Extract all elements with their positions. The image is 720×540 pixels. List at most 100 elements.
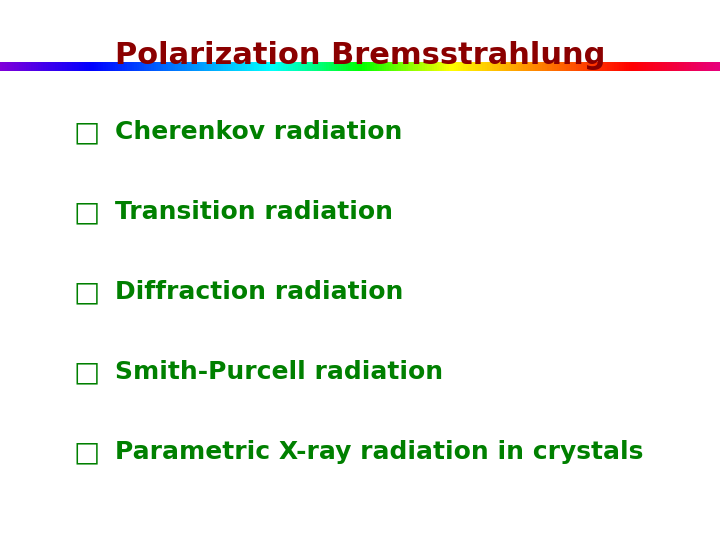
Bar [706,62,708,71]
Bar [31,62,35,71]
Bar [401,62,404,71]
Bar [423,62,426,71]
Bar [331,62,334,71]
Bar [696,62,699,71]
Bar [187,62,190,71]
Bar [415,62,418,71]
Text: □: □ [73,358,99,386]
Bar [521,62,524,71]
Bar [14,62,17,71]
Bar [12,62,15,71]
Bar [626,62,629,71]
Bar [574,62,577,71]
Text: Parametric X-ray radiation in crystals: Parametric X-ray radiation in crystals [115,440,644,464]
Bar [646,62,649,71]
Bar [648,62,651,71]
Text: Smith-Purcell radiation: Smith-Purcell radiation [115,360,444,384]
Bar [497,62,500,71]
Bar [513,62,517,71]
Bar [634,62,636,71]
Bar [552,62,555,71]
Bar [293,62,296,71]
Bar [518,62,521,71]
Bar [115,62,118,71]
Bar [598,62,600,71]
Bar [571,62,575,71]
Bar [655,62,658,71]
Bar [557,62,560,71]
Bar [689,62,692,71]
Bar [540,62,543,71]
Bar [317,62,320,71]
Bar [218,62,222,71]
Bar [562,62,564,71]
Bar [495,62,498,71]
Bar [158,62,161,71]
Bar [528,62,531,71]
Bar [279,62,282,71]
Bar [456,62,459,71]
Bar [223,62,226,71]
Bar [504,62,507,71]
Bar [454,62,456,71]
Bar [677,62,680,71]
Bar [396,62,399,71]
Bar [305,62,308,71]
Bar [288,62,291,71]
Bar [355,62,359,71]
Bar [79,62,82,71]
Bar [173,62,176,71]
Bar [70,62,73,71]
Bar [120,62,123,71]
Bar [492,62,495,71]
Bar [125,62,128,71]
Bar [211,62,215,71]
Bar [675,62,678,71]
Bar [607,62,611,71]
Bar [405,62,409,71]
Bar [261,62,265,71]
Bar [252,62,255,71]
Bar [348,62,351,71]
Bar [58,62,60,71]
Bar [360,62,363,71]
Bar [703,62,706,71]
Bar [490,62,492,71]
Bar [567,62,570,71]
Bar [225,62,229,71]
Bar [351,62,354,71]
Bar [439,62,442,71]
Bar [322,62,325,71]
Bar [614,62,618,71]
Bar [113,62,116,71]
Bar [333,62,337,71]
Bar [307,62,310,71]
Bar [233,62,236,71]
Bar [698,62,701,71]
Bar [117,62,121,71]
Bar [91,62,94,71]
Bar [27,62,30,71]
Bar [312,62,315,71]
Bar [283,62,287,71]
Bar [7,62,10,71]
Bar [682,62,685,71]
Bar [617,62,620,71]
Text: Transition radiation: Transition radiation [115,200,393,224]
Bar [101,62,104,71]
Bar [247,62,251,71]
Bar [60,62,63,71]
Bar [367,62,370,71]
Bar [41,62,44,71]
Bar [545,62,548,71]
Bar [670,62,672,71]
Bar [153,62,157,71]
Bar [701,62,704,71]
Bar [693,62,697,71]
Bar [110,62,114,71]
Text: □: □ [73,438,99,466]
Bar [660,62,663,71]
Bar [708,62,711,71]
Bar [441,62,445,71]
Bar [86,62,89,71]
